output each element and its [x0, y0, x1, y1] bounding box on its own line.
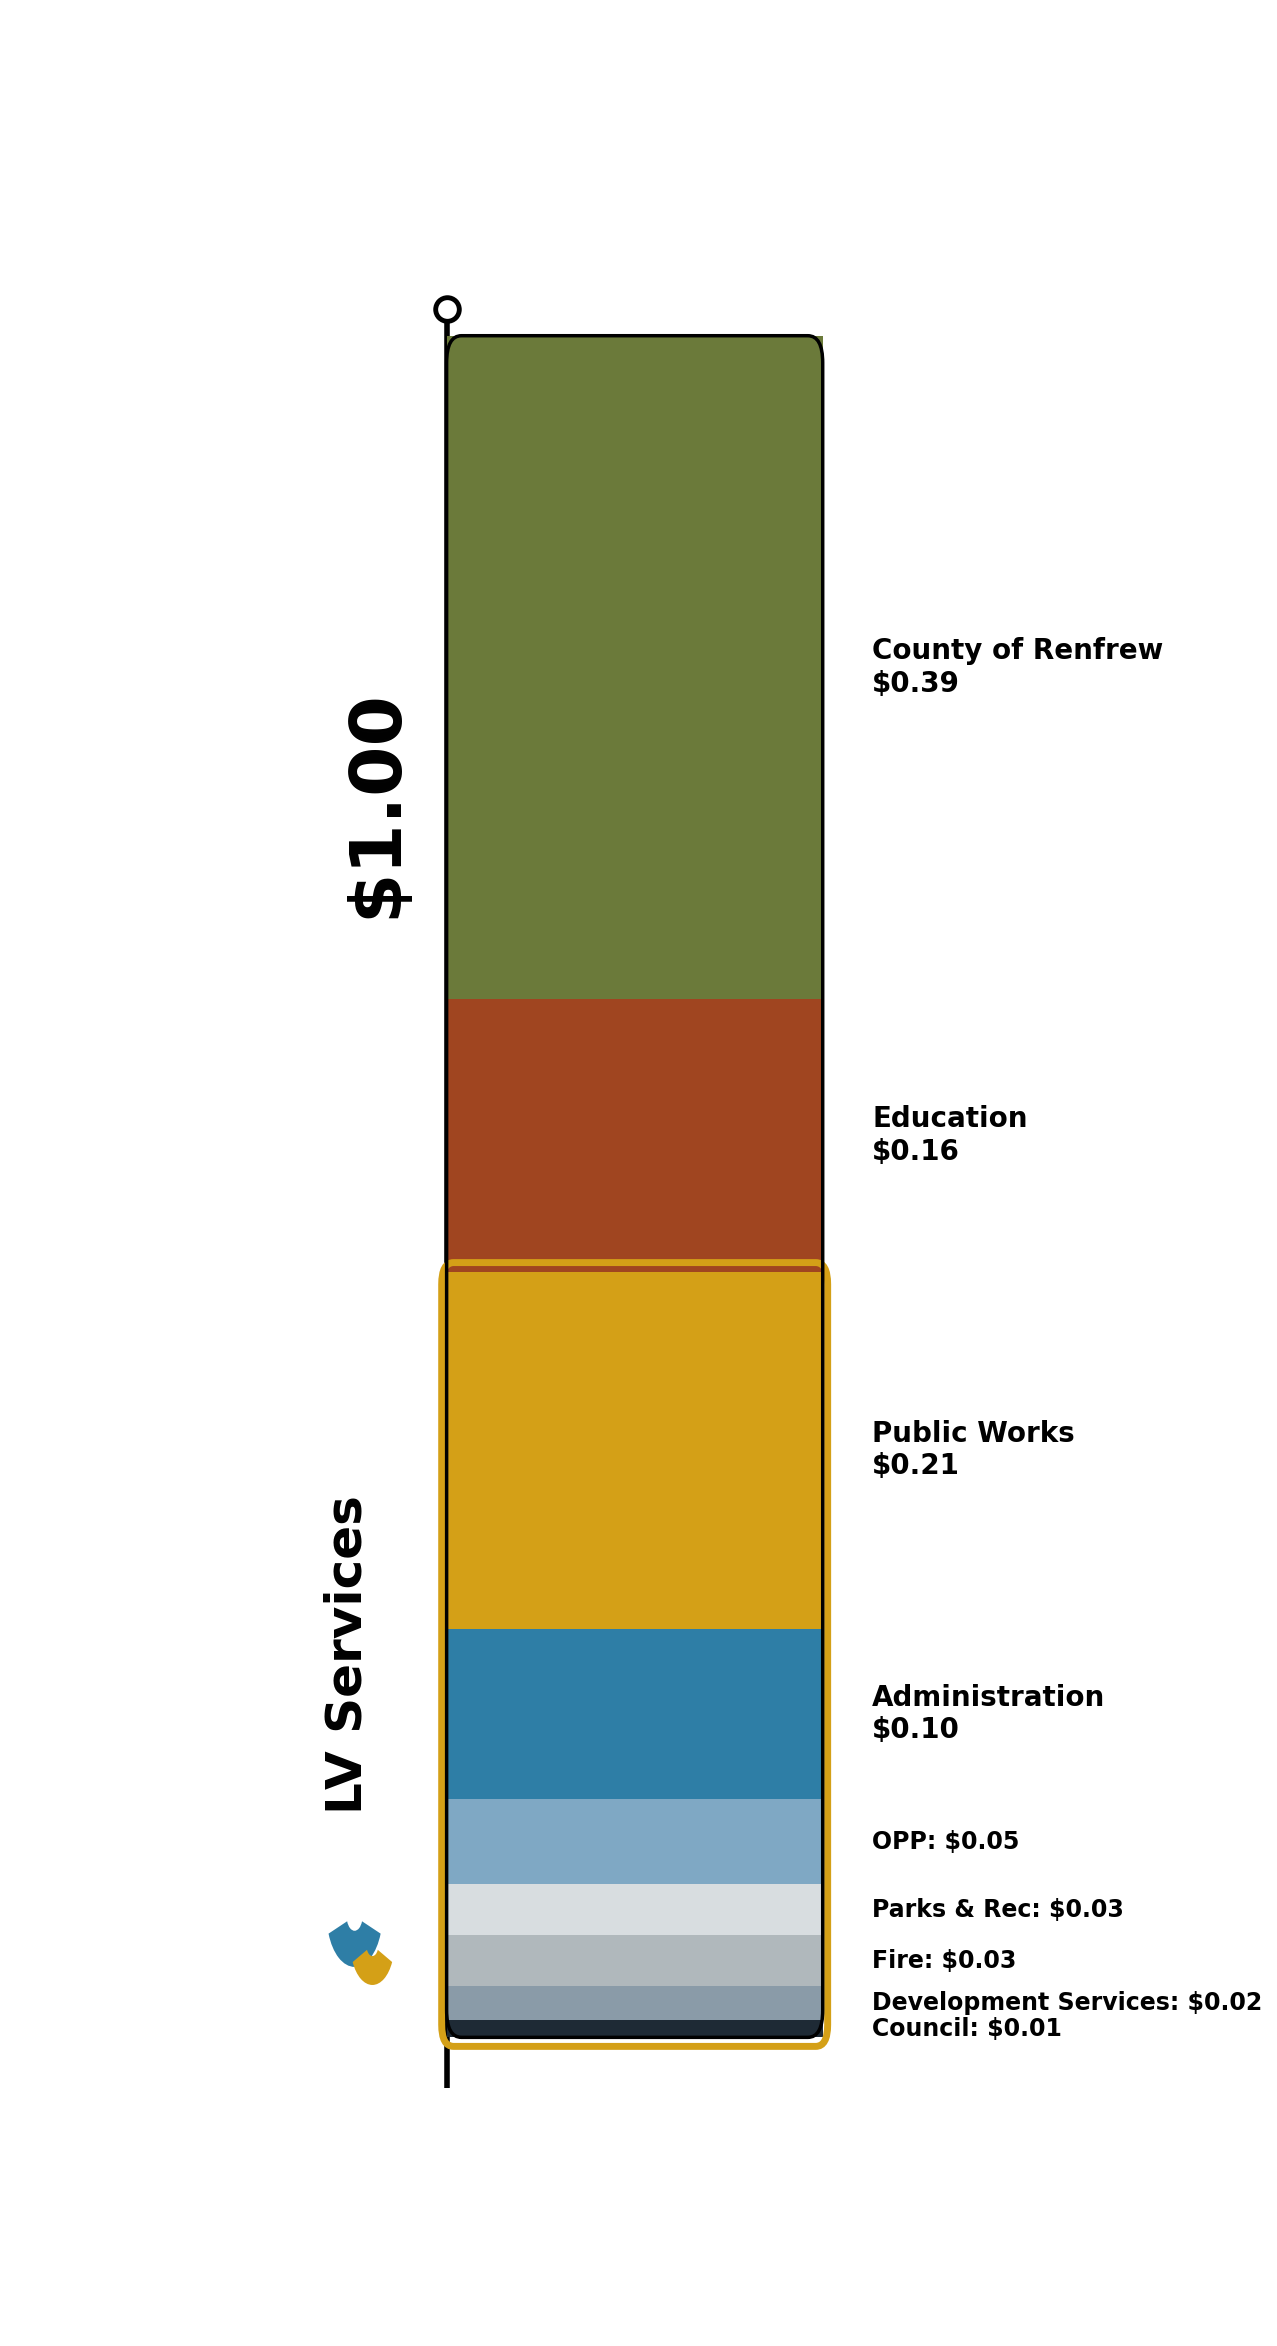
Text: OPP: $0.05: OPP: $0.05	[872, 1830, 1019, 1853]
Bar	[447, 1628, 822, 1799]
Text: Administration
$0.10: Administration $0.10	[872, 1684, 1106, 1743]
Bar	[447, 1884, 822, 1935]
Text: Development Services: $0.02: Development Services: $0.02	[872, 1992, 1263, 2015]
Bar	[447, 1272, 822, 1628]
Text: Parks & Rec: $0.03: Parks & Rec: $0.03	[872, 1898, 1124, 1921]
Text: Education
$0.16: Education $0.16	[872, 1105, 1028, 1166]
Text: $1.00: $1.00	[342, 690, 412, 917]
Bar	[447, 999, 822, 1272]
Bar	[447, 1799, 822, 1884]
Bar	[447, 1935, 822, 1987]
Wedge shape	[328, 1921, 381, 1966]
Bar	[447, 2020, 822, 2036]
Text: LV Services: LV Services	[323, 1494, 372, 1813]
Wedge shape	[352, 1950, 392, 1985]
Text: Council: $0.01: Council: $0.01	[872, 2018, 1062, 2041]
Text: County of Renfrew
$0.39: County of Renfrew $0.39	[872, 638, 1163, 697]
Bar	[447, 335, 822, 999]
Text: Fire: $0.03: Fire: $0.03	[872, 1950, 1016, 1973]
Text: Public Works
$0.21: Public Works $0.21	[872, 1419, 1075, 1480]
Bar	[447, 1987, 822, 2020]
